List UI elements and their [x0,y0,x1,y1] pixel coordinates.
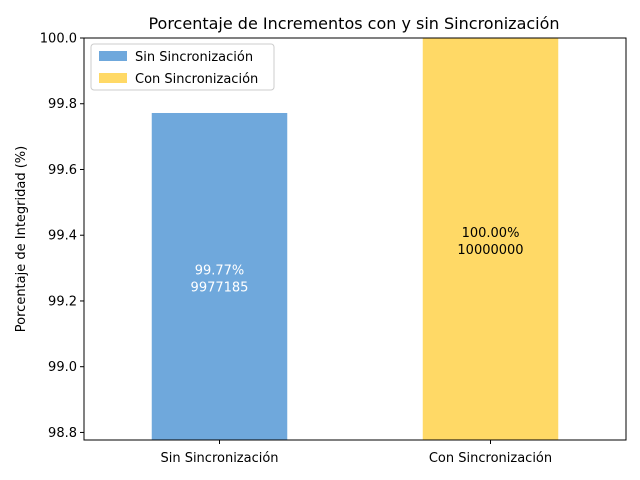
plot-frame [83,37,627,441]
legend-swatch-1 [99,73,127,83]
y-tick-label-3: 99.4 [48,229,77,244]
legend-swatch-0 [99,51,127,61]
y-tick-label-0: 98.8 [48,426,77,441]
y-tick-label-1: 99.0 [48,360,77,375]
x-tick-label-0: Sin Sincronización [160,451,278,466]
legend-box [90,43,275,91]
y-tick-label-5: 99.8 [48,97,77,112]
bar-label-count-0: 9977185 [191,280,249,295]
bar-label-count-1: 10000000 [457,243,523,258]
bar-1 [422,38,559,440]
y-tick-label-6: 100.0 [40,32,77,47]
y-tick-label-4: 99.6 [48,163,77,178]
y-tick-label-2: 99.2 [48,294,77,309]
y-axis-label: Porcentaje de Integridad (%) [14,146,29,332]
x-tick-label-1: Con Sincronización [429,451,552,466]
bar-0 [151,112,288,440]
chart-title: Porcentaje de Incrementos con y sin Sinc… [148,14,559,33]
legend-label-1: Con Sincronización [135,72,258,87]
bar-label-pct-1: 100.00% [462,226,520,241]
bar-label-pct-0: 99.77% [195,263,245,278]
legend-label-0: Sin Sincronización [135,50,253,65]
